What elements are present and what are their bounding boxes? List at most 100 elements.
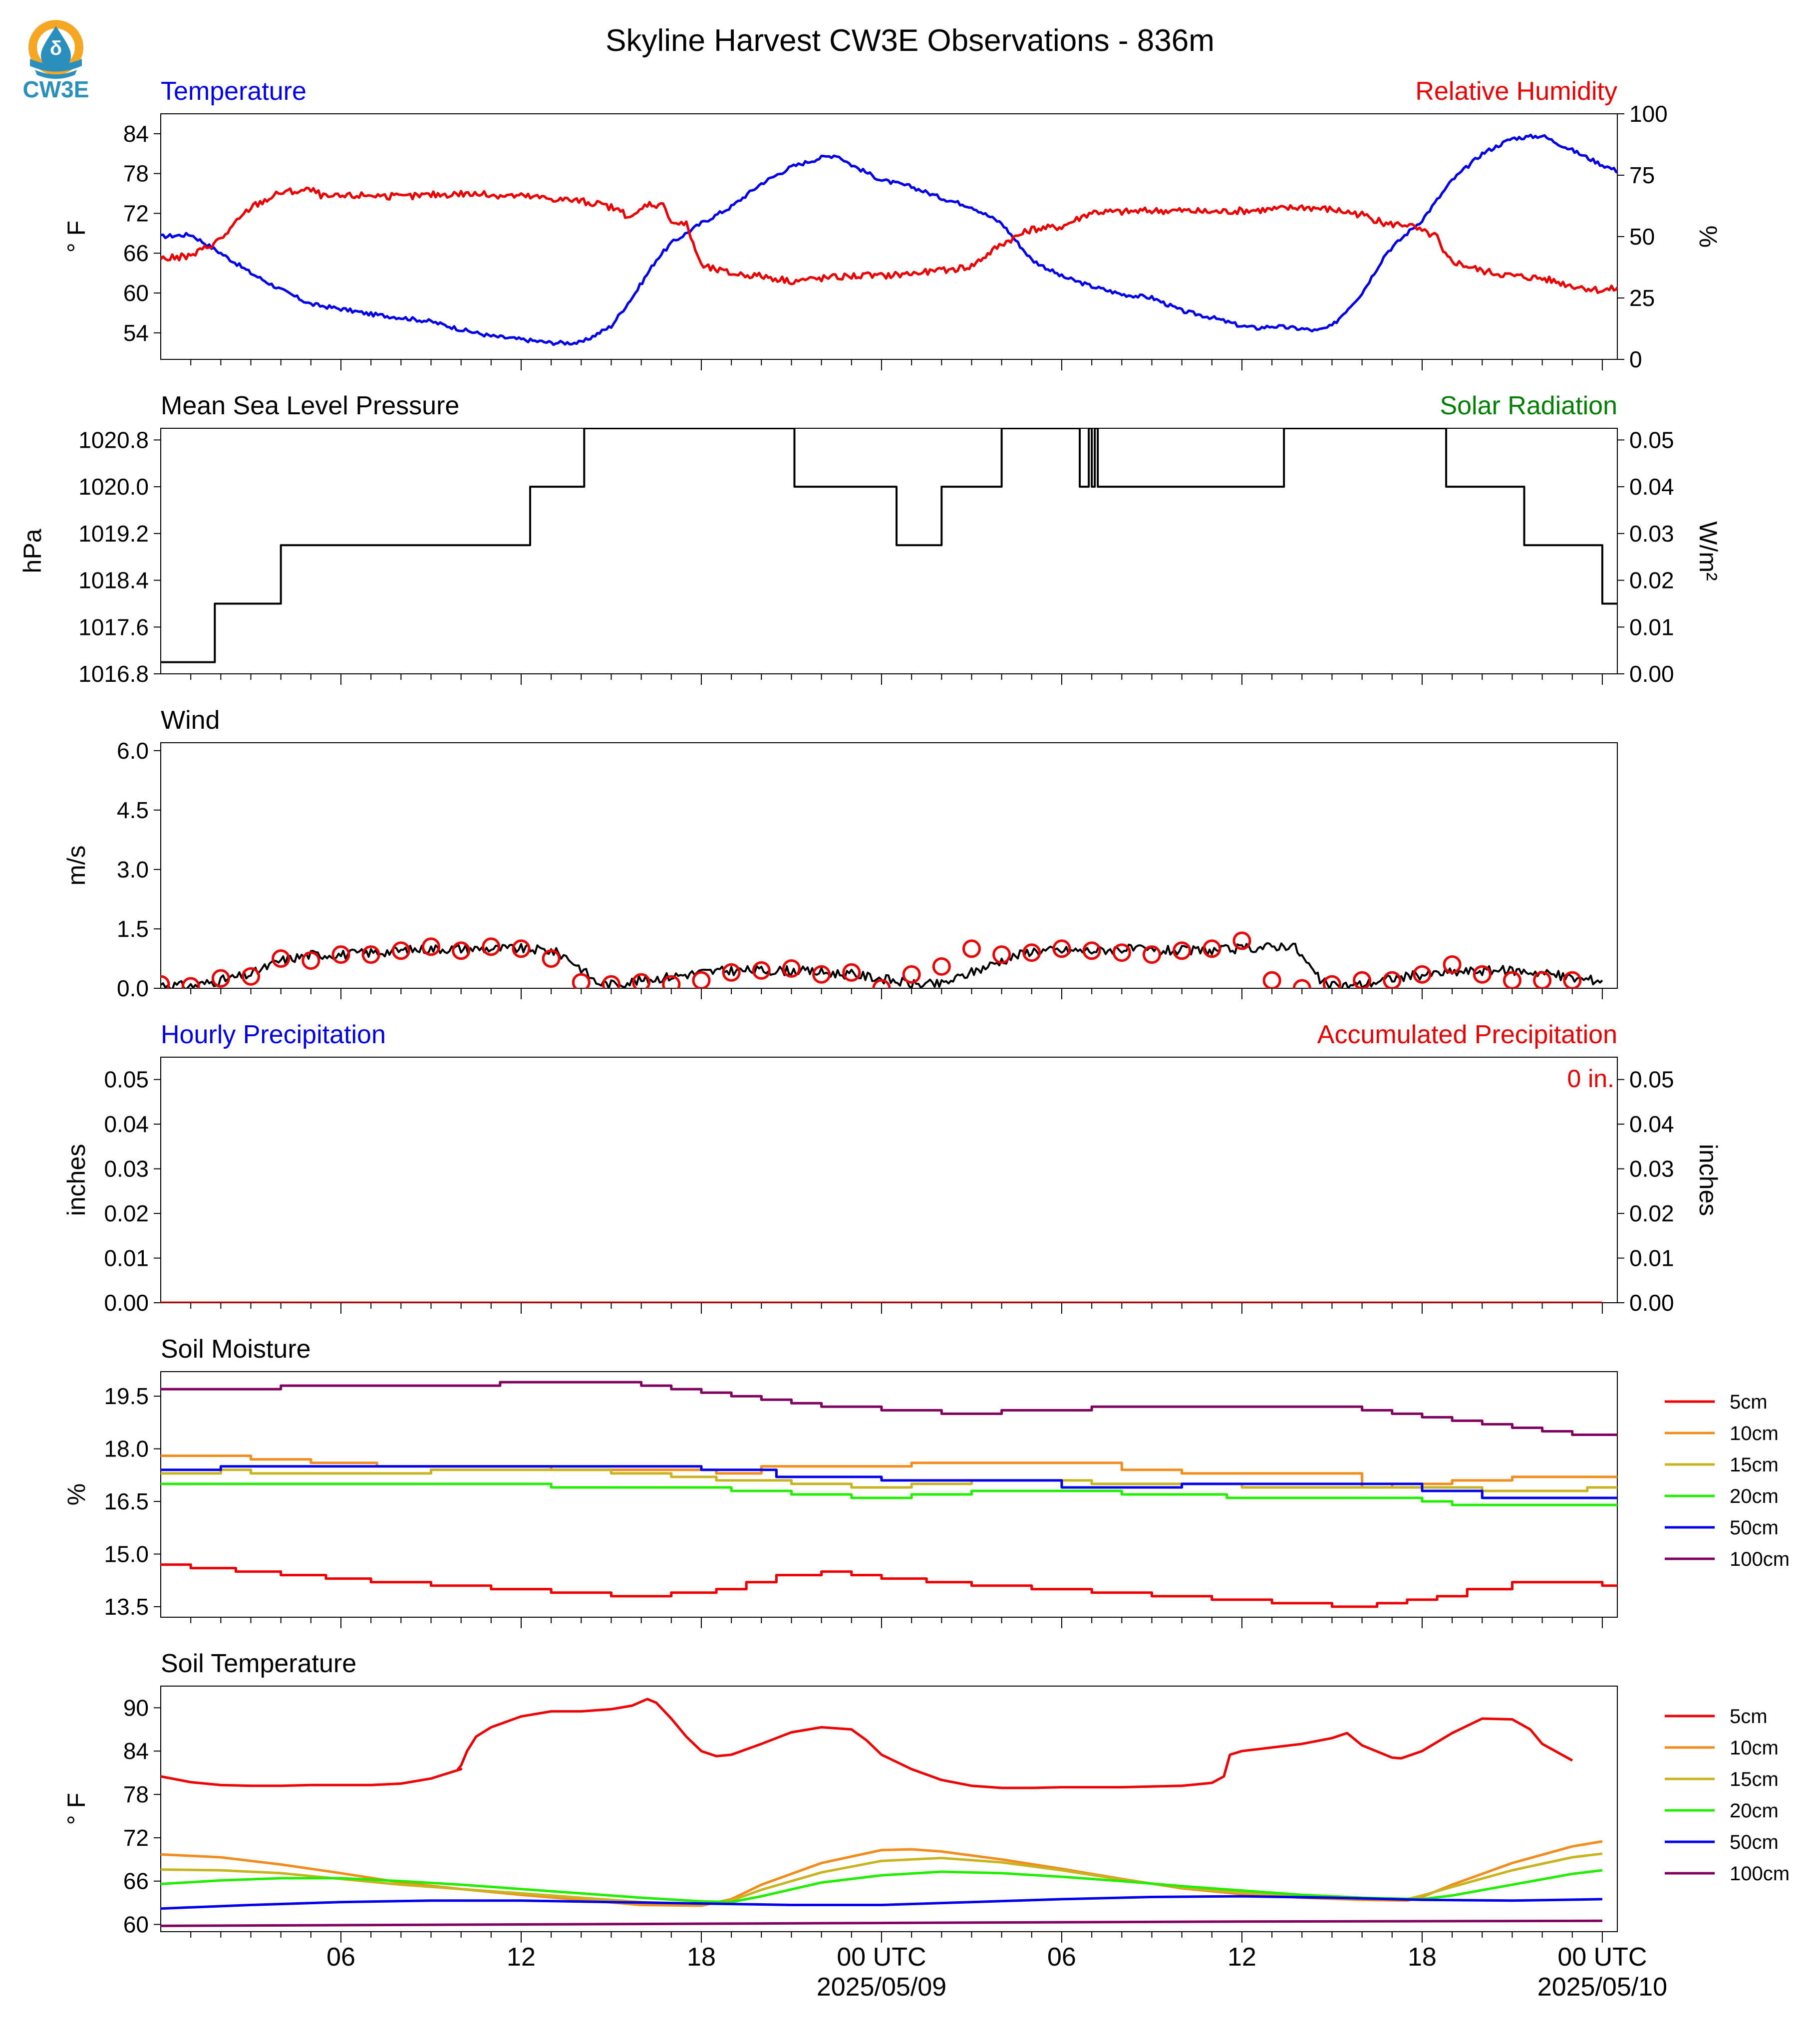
wind-hourly-point bbox=[1082, 941, 1101, 960]
series-line-temperature bbox=[161, 133, 1617, 346]
wind-hourly-point bbox=[722, 963, 741, 982]
y-tick-label: 66 bbox=[123, 1868, 149, 1894]
y-tick-label: 1018.4 bbox=[78, 568, 149, 593]
panel-pressure: Mean Sea Level Pressure Solar Radiation 10… bbox=[18, 391, 1722, 687]
wind-hourly-point bbox=[272, 949, 291, 968]
series-line-10cm bbox=[161, 1840, 1603, 1907]
y-axis-label: hPa bbox=[18, 529, 46, 573]
wind-hourly-point bbox=[302, 951, 320, 970]
wind-hourly-point bbox=[421, 937, 440, 956]
panel-title: Soil Temperature bbox=[161, 1649, 356, 1678]
y-axis-label-right: % bbox=[1694, 226, 1722, 248]
series-line-5cm bbox=[161, 1563, 1617, 1608]
panel-title: Soil Moisture bbox=[161, 1335, 311, 1364]
y-tick-label-right: 100 bbox=[1629, 101, 1668, 127]
y-tick-label: 16.5 bbox=[104, 1488, 149, 1514]
y-tick-label: 66 bbox=[123, 240, 149, 266]
y-tick-label: 13.5 bbox=[104, 1594, 149, 1620]
wind-hourly-point bbox=[1052, 939, 1071, 958]
y-tick-label-right: 0 bbox=[1629, 346, 1642, 372]
y-tick-label: 1017.6 bbox=[78, 614, 149, 640]
y-tick-label: 0.0 bbox=[117, 975, 149, 1001]
y-tick-label: 72 bbox=[123, 1825, 149, 1851]
y-tick-label: 1020.8 bbox=[78, 427, 149, 453]
wind-hourly-point bbox=[632, 973, 651, 988]
y-tick-label: 1.5 bbox=[117, 916, 149, 942]
y-tick-label-right: 0.05 bbox=[1629, 427, 1674, 453]
y-tick-label: 60 bbox=[123, 1912, 149, 1938]
y-tick-label: 19.5 bbox=[104, 1383, 149, 1409]
panel-title: Temperature bbox=[161, 77, 306, 106]
x-tick-label: 00 UTC bbox=[837, 1943, 926, 1972]
series-line-wind bbox=[161, 942, 1603, 988]
page-title: Skyline Harvest CW3E Observations - 836m bbox=[606, 23, 1214, 58]
legend-label: 15cm bbox=[1730, 1768, 1779, 1790]
y-tick-label: 90 bbox=[123, 1695, 149, 1721]
series-group bbox=[161, 428, 1617, 663]
y-tick-label-right: 0.01 bbox=[1629, 614, 1674, 640]
wind-hourly-point bbox=[1142, 945, 1161, 964]
series-group bbox=[161, 1381, 1617, 1608]
y-tick-label: 0.03 bbox=[104, 1156, 149, 1182]
y-tick-label: 78 bbox=[123, 1781, 149, 1807]
panel-title-right: Solar Radiation bbox=[1440, 391, 1617, 420]
series-line-15cm bbox=[161, 1468, 1617, 1492]
wind-hourly-point bbox=[1443, 955, 1462, 974]
wind-hourly-point bbox=[1112, 943, 1131, 962]
y-axis-label: ° F bbox=[62, 1793, 90, 1825]
wind-hourly-point bbox=[842, 963, 861, 982]
plot-frame bbox=[160, 1371, 1618, 1618]
series-line-100cm bbox=[161, 1381, 1617, 1437]
legend-label: 5cm bbox=[1730, 1706, 1768, 1728]
y-tick-label: 6.0 bbox=[117, 738, 149, 764]
wind-hourly-point bbox=[692, 971, 711, 988]
series-line-mean-sea-level-pressure bbox=[161, 428, 1617, 663]
legend-label: 20cm bbox=[1730, 1800, 1779, 1822]
wind-hourly-point bbox=[662, 975, 681, 988]
plot-frame bbox=[160, 428, 1618, 674]
wind-hourly-point bbox=[932, 957, 951, 976]
y-tick-label: 1019.2 bbox=[78, 521, 149, 547]
wind-hourly-point bbox=[512, 939, 531, 958]
wind-hourly-point bbox=[331, 945, 350, 964]
wind-hourly-point bbox=[1292, 979, 1311, 988]
series-group bbox=[161, 1698, 1603, 1927]
y-tick-label-right: 75 bbox=[1629, 162, 1655, 188]
y-tick-label: 4.5 bbox=[117, 797, 149, 823]
y-tick-label: 54 bbox=[123, 320, 149, 346]
series-line-20cm bbox=[161, 1869, 1603, 1904]
wind-hourly-point bbox=[1473, 965, 1492, 984]
panel-title-right: Accumulated Precipitation bbox=[1317, 1020, 1617, 1049]
wind-hourly-point bbox=[572, 973, 591, 988]
series-line-15cm bbox=[161, 1852, 1603, 1906]
y-tick-label: 0.01 bbox=[104, 1245, 149, 1271]
accumulated-total-label: 0 in. bbox=[1567, 1065, 1614, 1093]
y-tick-label-right: 0.03 bbox=[1629, 1156, 1674, 1182]
x-tick-label: 18 bbox=[687, 1943, 716, 1972]
series-line-5cm bbox=[161, 1698, 1573, 1789]
wind-hourly-point bbox=[782, 959, 801, 978]
wind-hourly-point bbox=[1022, 943, 1041, 962]
y-tick-label: 18.0 bbox=[104, 1436, 149, 1462]
series-group bbox=[161, 133, 1617, 346]
y-tick-label: 0.02 bbox=[104, 1200, 149, 1226]
legend-label: 15cm bbox=[1730, 1454, 1779, 1476]
panel-title: Wind bbox=[161, 706, 220, 735]
y-tick-label-right: 25 bbox=[1629, 285, 1655, 311]
wind-hourly-point bbox=[1232, 931, 1251, 950]
wind-hourly-point bbox=[1353, 971, 1372, 988]
y-tick-label-right: 0.03 bbox=[1629, 521, 1674, 547]
wind-hourly-point bbox=[1262, 971, 1281, 988]
panel-title-right: Relative Humidity bbox=[1415, 77, 1617, 106]
wind-hourly-point bbox=[211, 969, 230, 988]
panel-precip: Hourly Precipitation Accumulated Precipit… bbox=[62, 1020, 1722, 1316]
plot-frame bbox=[160, 113, 1618, 360]
panel-title: Hourly Precipitation bbox=[161, 1020, 386, 1049]
y-axis-label: m/s bbox=[62, 846, 90, 886]
y-tick-label-right: 50 bbox=[1629, 224, 1655, 250]
cw3e-droplet-icon: δ bbox=[28, 20, 83, 79]
wind-hourly-point bbox=[1383, 971, 1402, 988]
wind-hourly-point bbox=[181, 977, 200, 988]
